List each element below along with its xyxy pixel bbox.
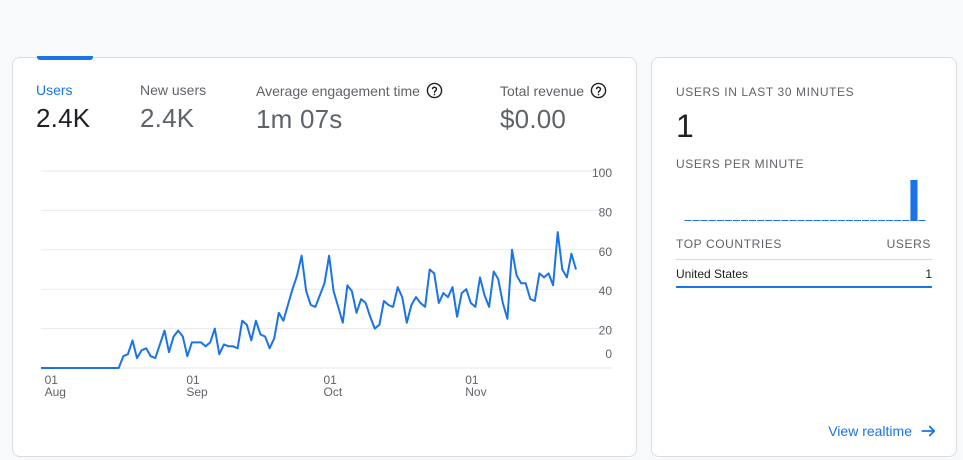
metric-total-revenue-tab[interactable]: Total revenue $0.00 xyxy=(500,82,607,135)
y-axis-tick-labels: 100 80 60 40 20 0 xyxy=(592,166,612,361)
svg-text:01: 01 xyxy=(45,373,59,387)
per-minute-bar xyxy=(805,220,813,221)
country-share-bar xyxy=(676,286,932,288)
per-minute-bar xyxy=(902,220,910,221)
users-overview-card: Users 2.4K New users 2.4K Average engage… xyxy=(12,56,637,457)
country-name: United States xyxy=(676,267,749,281)
per-minute-bar xyxy=(724,220,732,221)
top-countries-header: TOP COUNTRIES xyxy=(676,237,783,251)
per-minute-bar xyxy=(732,220,740,221)
per-minute-bar xyxy=(773,220,781,221)
per-minute-bar xyxy=(862,220,870,221)
y-tick-label: 80 xyxy=(599,205,613,219)
per-minute-bar xyxy=(894,220,902,221)
per-minute-bar xyxy=(765,220,773,221)
per-minute-bar xyxy=(757,220,765,221)
svg-text:Sep: Sep xyxy=(186,385,208,399)
per-minute-bar xyxy=(845,220,853,221)
users-per-minute-label: USERS PER MINUTE xyxy=(676,157,805,171)
per-minute-bar xyxy=(708,220,716,221)
per-minute-bar xyxy=(692,220,700,221)
svg-text:01: 01 xyxy=(324,373,338,387)
metric-label: Users xyxy=(36,82,73,98)
per-minute-bar xyxy=(829,220,837,221)
per-minute-bar xyxy=(878,220,886,221)
svg-text:Oct: Oct xyxy=(324,385,343,399)
view-realtime-link[interactable]: View realtime xyxy=(828,422,938,440)
chart-gridlines xyxy=(41,170,613,369)
active-tab-indicator xyxy=(37,56,93,60)
users-column-header: USERS xyxy=(886,237,931,251)
help-icon[interactable] xyxy=(590,82,607,99)
svg-text:01: 01 xyxy=(465,373,479,387)
country-users: 1 xyxy=(925,267,932,281)
per-minute-bar xyxy=(821,220,829,221)
metric-label: New users xyxy=(140,82,207,98)
y-tick-label: 0 xyxy=(605,347,612,361)
metric-label-row: Average engagement time xyxy=(256,82,443,99)
svg-text:01: 01 xyxy=(186,373,200,387)
help-icon[interactable] xyxy=(426,82,443,99)
table-divider xyxy=(676,259,932,260)
per-minute-bar xyxy=(813,220,821,221)
y-tick-label: 60 xyxy=(599,245,613,259)
per-minute-bar xyxy=(870,220,878,221)
metric-engagement-time-tab[interactable]: Average engagement time 1m 07s xyxy=(256,82,443,135)
metric-value: 1m 07s xyxy=(256,104,343,134)
metric-new-users-tab[interactable]: New users 2.4K xyxy=(140,82,206,134)
per-minute-bar xyxy=(918,220,926,221)
chart-series xyxy=(41,231,577,369)
per-minute-bar xyxy=(716,220,724,221)
metric-value: 2.4K xyxy=(140,103,195,133)
svg-text:Nov: Nov xyxy=(465,385,486,399)
country-row: United States 1 xyxy=(676,267,932,281)
metric-users-tab[interactable]: Users 2.4K xyxy=(36,82,90,134)
view-realtime-label: View realtime xyxy=(828,423,912,439)
y-tick-label: 100 xyxy=(592,166,612,180)
series-line-users xyxy=(41,231,577,369)
users-last-30-min-label: USERS IN LAST 30 MINUTES xyxy=(676,85,855,99)
per-minute-bar xyxy=(700,220,708,221)
y-tick-label: 40 xyxy=(599,284,613,298)
per-minute-bar xyxy=(797,220,805,221)
per-minute-bar xyxy=(837,220,845,221)
y-tick-label: 20 xyxy=(599,324,613,338)
realtime-card: USERS IN LAST 30 MINUTES 1 USERS PER MIN… xyxy=(651,57,957,457)
per-minute-bar xyxy=(789,220,797,221)
per-minute-bar xyxy=(886,220,894,221)
per-minute-bar xyxy=(910,180,918,221)
metric-label: Average engagement time xyxy=(256,82,420,99)
users-per-minute-chart[interactable] xyxy=(684,176,926,226)
metric-label: Total revenue xyxy=(500,82,585,99)
metric-value: 2.4K xyxy=(36,103,91,133)
users-last-30-min-value: 1 xyxy=(676,108,694,144)
arrow-right-icon xyxy=(921,425,936,437)
per-minute-bar xyxy=(781,220,789,221)
per-minute-bar xyxy=(741,220,749,221)
per-minute-bar xyxy=(684,220,692,221)
svg-text:Aug: Aug xyxy=(45,385,66,399)
metric-value: $0.00 xyxy=(500,104,567,134)
per-minute-bar xyxy=(749,220,757,221)
metric-label-row: Total revenue xyxy=(500,82,607,99)
per-minute-bar xyxy=(853,220,861,221)
